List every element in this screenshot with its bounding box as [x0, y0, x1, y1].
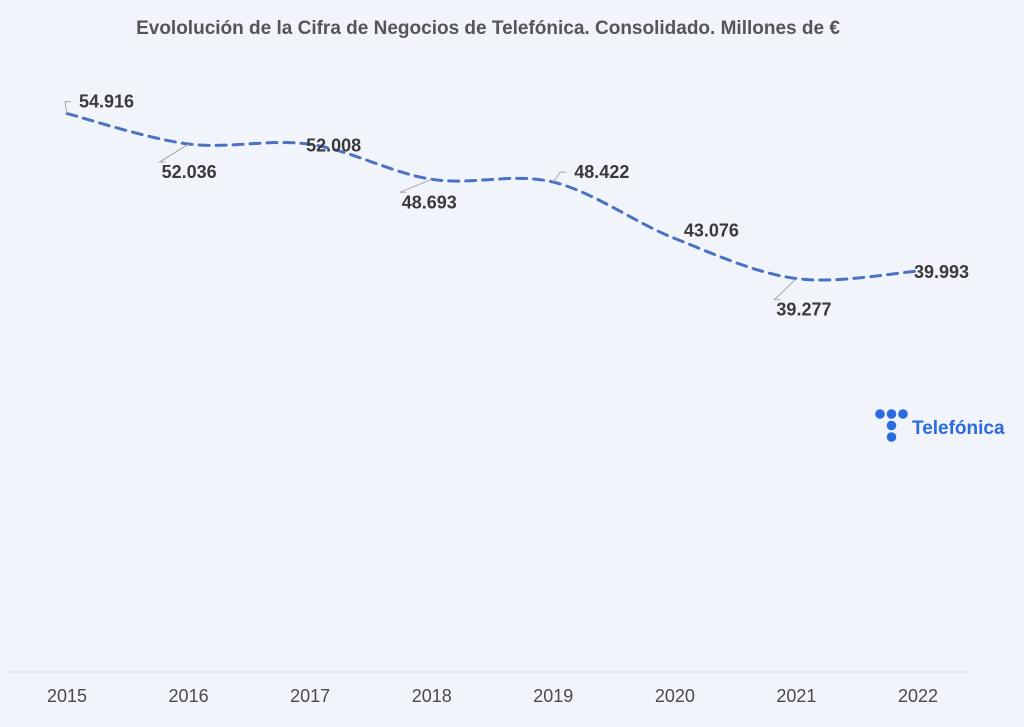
leader-line — [773, 278, 797, 301]
x-tick-label: 2018 — [412, 686, 452, 706]
data-label: 52.036 — [162, 162, 217, 182]
logo-dot — [898, 409, 908, 419]
chart-title: Evololución de la Cifra de Negocios de T… — [136, 18, 840, 39]
x-axis-ticks: 2015 2016 2017 2018 2019 2020 2021 2022 — [47, 686, 938, 706]
data-label: 52.008 — [306, 135, 361, 155]
x-tick-label: 2021 — [776, 686, 816, 706]
telefonica-logo-text: Telefónica — [912, 418, 1005, 439]
x-tick-label: 2017 — [290, 686, 330, 706]
telefonica-logo: Telefónica — [875, 409, 1005, 442]
logo-dot — [886, 409, 897, 419]
leader-lines — [64, 101, 797, 301]
telefonica-logo-icon — [875, 409, 908, 442]
data-label: 48.693 — [402, 192, 457, 212]
x-tick-label: 2020 — [655, 686, 695, 706]
x-tick-label: 2015 — [47, 686, 87, 706]
leader-line — [399, 178, 432, 193]
leader-line — [552, 171, 567, 183]
data-label: 54.916 — [79, 92, 134, 112]
data-labels: 54.916 52.036 52.008 48.693 48.422 43.076 39.2… — [79, 92, 969, 320]
data-label: 39.277 — [776, 300, 831, 320]
x-tick-label: 2016 — [169, 686, 209, 706]
logo-dot — [875, 409, 885, 419]
x-tick-label: 2019 — [533, 686, 573, 706]
leader-line — [64, 101, 71, 114]
logo-dot — [886, 432, 897, 442]
data-label: 48.422 — [574, 162, 629, 182]
leader-line — [157, 143, 189, 163]
x-tick-label: 2022 — [898, 686, 938, 706]
series-line — [65, 112, 920, 282]
data-label: 39.993 — [914, 262, 969, 282]
logo-dot — [886, 420, 897, 431]
data-label: 43.076 — [684, 221, 739, 241]
